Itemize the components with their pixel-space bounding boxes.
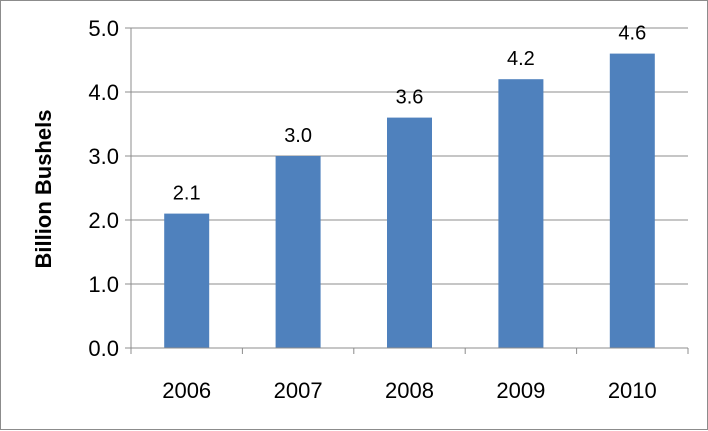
- x-tick-label-2009: 2009: [496, 378, 545, 403]
- bar-2006: [164, 213, 210, 348]
- y-tick-label: 2.0: [88, 208, 119, 233]
- axes: 0.0 1.0 2.0 3.0 4.0 5.0 2006 2007 2008 2009 2010: [88, 16, 689, 403]
- y-axis-title: Billion Bushels: [31, 110, 56, 269]
- data-label-2010: 4.6: [618, 23, 646, 45]
- data-label-2007: 3.0: [284, 125, 312, 147]
- x-tick-label-2008: 2008: [385, 378, 434, 403]
- y-tick-label: 3.0: [88, 144, 119, 169]
- bar-2008: [387, 117, 432, 348]
- x-tick-label-2010: 2010: [608, 378, 657, 403]
- y-tick-label: 0.0: [88, 336, 119, 361]
- bar-2007: [275, 156, 321, 348]
- bars: [164, 53, 655, 348]
- x-tick-label-2007: 2007: [274, 378, 323, 403]
- y-tick-label: 4.0: [88, 80, 119, 105]
- x-tick-label-2006: 2006: [162, 378, 211, 403]
- data-labels: 2.1 3.0 3.6 4.2 4.6: [173, 23, 646, 205]
- bar-2009: [498, 79, 544, 348]
- data-label-2006: 2.1: [173, 183, 201, 205]
- data-label-2008: 3.6: [396, 87, 424, 109]
- y-tick-label: 5.0: [88, 16, 119, 41]
- bar-2010: [609, 53, 655, 348]
- data-label-2009: 4.2: [507, 48, 535, 70]
- y-tick-label: 1.0: [88, 272, 119, 297]
